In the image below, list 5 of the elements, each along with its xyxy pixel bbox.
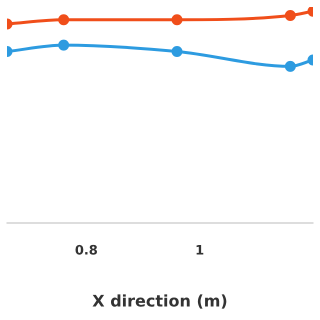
x-tick-label: 0.8 — [74, 243, 98, 258]
x-axis-title: X direction (m) — [92, 292, 228, 311]
x-tick-label: 1 — [195, 243, 204, 258]
point — [172, 14, 182, 26]
point — [172, 46, 182, 58]
